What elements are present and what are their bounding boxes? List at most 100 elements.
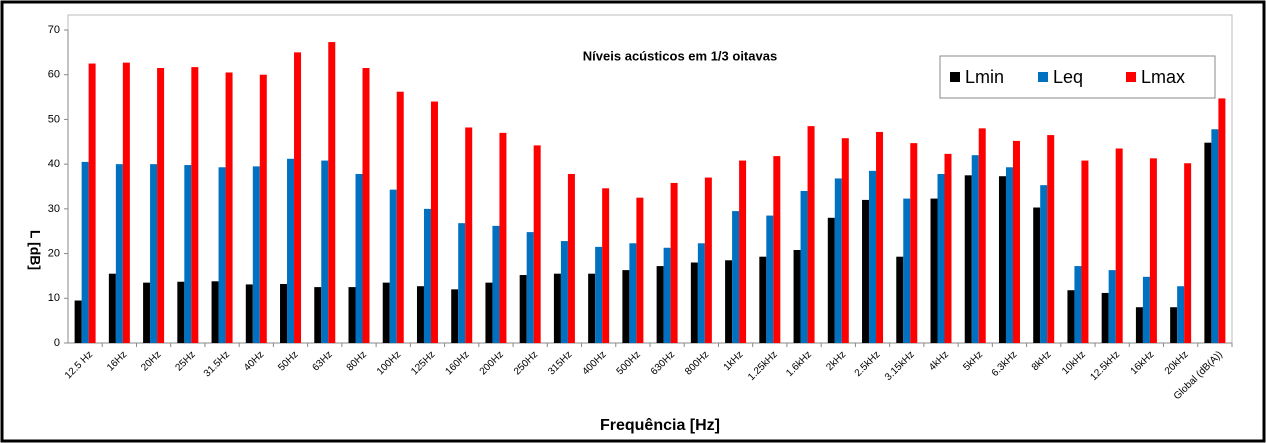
bar (656, 266, 664, 343)
bar (629, 243, 637, 343)
bar (1170, 307, 1178, 343)
y-tick-label: 50 (48, 113, 60, 125)
bar (807, 126, 815, 343)
bar (355, 173, 363, 343)
bar (122, 62, 130, 344)
bar (1184, 163, 1192, 343)
bar (1149, 158, 1157, 343)
bar (499, 132, 507, 343)
bar (1218, 98, 1226, 343)
bar (971, 155, 979, 343)
bar (1142, 276, 1150, 343)
bar (492, 225, 500, 343)
bar (533, 145, 541, 343)
legend-box (939, 55, 1216, 99)
bar (218, 167, 226, 343)
bar (465, 127, 473, 343)
bar (1067, 290, 1075, 343)
legend-swatch (950, 72, 960, 82)
legend-label: Lmin (965, 67, 1004, 87)
bar (150, 164, 158, 343)
bar (704, 177, 712, 343)
bar (157, 68, 165, 343)
legend-swatch (1126, 72, 1136, 82)
y-tick-label: 60 (48, 69, 60, 81)
bar (74, 300, 82, 343)
bar (225, 72, 233, 343)
bar (930, 198, 938, 343)
bar (766, 215, 774, 343)
bar (321, 160, 329, 343)
y-tick-label: 20 (48, 247, 60, 259)
bar (697, 243, 705, 343)
x-axis-label: Frequência [Hz] (600, 417, 720, 434)
bar (348, 287, 356, 343)
bar (1135, 307, 1143, 343)
bar (732, 211, 740, 343)
bar (458, 223, 466, 343)
bar (294, 52, 302, 343)
bar (143, 282, 151, 343)
legend-swatch (1038, 72, 1048, 82)
y-tick-label: 70 (48, 24, 60, 36)
bar (314, 287, 322, 343)
y-tick-label: 10 (48, 292, 60, 304)
bar (328, 42, 336, 344)
bar (423, 208, 431, 343)
chart-title: Níveis acústicos em 1/3 oitavas (583, 48, 777, 63)
bar (622, 270, 630, 343)
bar (1177, 286, 1185, 343)
bar (998, 176, 1006, 343)
bar (451, 289, 459, 343)
bar (1115, 148, 1123, 343)
bar (636, 197, 644, 343)
y-tick-label: 0 (54, 337, 60, 349)
legend-label: Leq (1053, 67, 1083, 87)
bar (81, 161, 89, 343)
bar (937, 173, 945, 343)
bar (910, 143, 918, 343)
bar (211, 281, 219, 343)
bar (588, 273, 596, 343)
y-tick-label: 30 (48, 203, 60, 215)
bar (553, 273, 561, 343)
bar (841, 138, 849, 343)
bar (670, 182, 678, 343)
bar (526, 232, 534, 343)
bar (773, 156, 781, 343)
bar (560, 241, 568, 343)
bar (793, 249, 801, 343)
bar (1101, 292, 1109, 343)
bar (1204, 142, 1212, 343)
bar (88, 63, 96, 344)
bar (519, 275, 527, 343)
bar (184, 165, 192, 343)
bar (834, 178, 842, 343)
bar (602, 188, 610, 343)
bar (245, 284, 253, 343)
bar (430, 101, 438, 344)
bar (191, 67, 199, 343)
bar (663, 247, 671, 343)
bar (876, 131, 884, 343)
bar (567, 173, 575, 343)
bar (416, 286, 424, 343)
bar (396, 91, 404, 343)
bar (896, 256, 904, 343)
bar (362, 68, 370, 343)
bar (259, 74, 267, 343)
bar (862, 199, 870, 343)
bar (382, 282, 390, 343)
y-axis-label: L [dB] (27, 230, 43, 270)
bar (725, 260, 733, 343)
y-tick-label: 40 (48, 158, 60, 170)
bar (1047, 135, 1055, 343)
bar (1005, 167, 1013, 343)
bar (1081, 160, 1089, 343)
bar (690, 262, 698, 343)
legend-label: Lmax (1141, 67, 1185, 87)
bar (759, 256, 767, 343)
bar (485, 282, 493, 343)
